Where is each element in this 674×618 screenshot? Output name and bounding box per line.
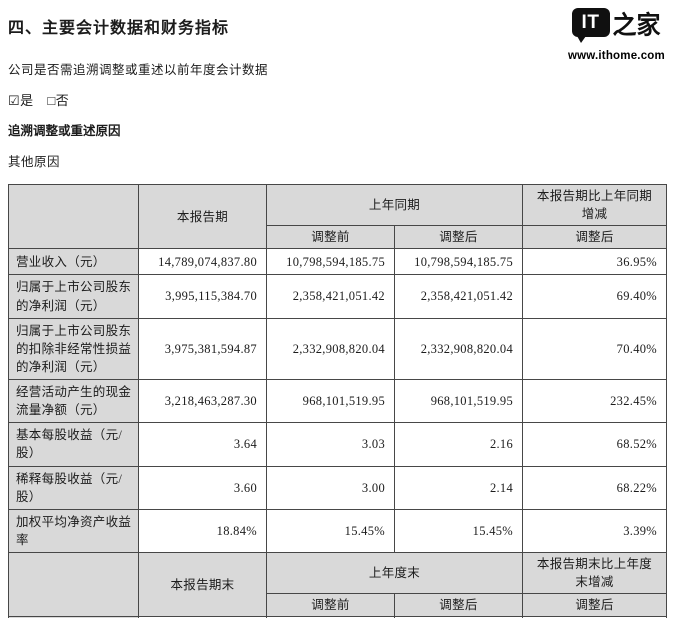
col-header-current-period-end: 本报告期末 bbox=[138, 551, 267, 618]
subheader-before-adjust: 调整前 bbox=[266, 593, 395, 618]
change-value: 69.40% bbox=[522, 274, 668, 319]
other-reason: 其他原因 bbox=[8, 155, 61, 169]
option-no[interactable]: □否 bbox=[47, 93, 69, 108]
checkbox-unchecked-icon[interactable]: □ bbox=[47, 93, 56, 108]
current-value: 3,995,115,384.70 bbox=[138, 274, 267, 319]
table-row: 归属于上市公司股东的净利润（元） 3,995,115,384.70 2,358,… bbox=[8, 274, 668, 319]
logo-zhijia-text: 之家 bbox=[612, 9, 661, 40]
subheader-change-after-adjust: 调整后 bbox=[522, 593, 668, 618]
change-value: 3.39% bbox=[522, 508, 668, 554]
row-label: 营业收入（元） bbox=[8, 248, 139, 276]
section-title: 四、主要会计数据和财务指标 bbox=[8, 20, 230, 37]
reason-heading: 追溯调整或重述原因 bbox=[8, 124, 121, 138]
table-row: 稀释每股收益（元/股） 3.60 3.00 2.14 68.22% bbox=[8, 465, 668, 510]
change-value: 232.45% bbox=[522, 378, 668, 424]
subheader-change-after-adjust: 调整后 bbox=[522, 225, 668, 250]
option-no-label: 否 bbox=[55, 93, 70, 108]
row-label: 加权平均净资产收益率 bbox=[8, 508, 139, 554]
corner-blank-cell bbox=[8, 551, 139, 618]
subheader-after-adjust: 调整后 bbox=[393, 225, 524, 250]
before-adjust-value: 968,101,519.95 bbox=[266, 378, 395, 424]
before-adjust-value: 3.00 bbox=[266, 465, 395, 510]
table-row: 总资产（元） 34,786,708,490.76 28,866,276,555.… bbox=[8, 616, 668, 618]
table-row: 营业收入（元） 14,789,074,837.80 10,798,594,185… bbox=[8, 248, 668, 276]
before-adjust-value: 15.45% bbox=[266, 508, 395, 554]
after-adjust-value: 2,332,908,820.04 bbox=[393, 317, 524, 381]
row-label: 归属于上市公司股东的扣除非经常性损益的净利润（元） bbox=[8, 317, 139, 381]
col-header-prior-period-group: 上年同期 bbox=[265, 183, 524, 227]
after-adjust-value: 10,798,594,185.75 bbox=[393, 248, 524, 276]
after-adjust-value: 15.45% bbox=[393, 508, 524, 554]
change-value: 68.22% bbox=[522, 465, 668, 510]
subheader-before-adjust: 调整前 bbox=[266, 225, 395, 250]
corner-blank-cell bbox=[8, 183, 139, 250]
subheader-after-adjust: 调整后 bbox=[393, 593, 524, 618]
ithome-logo-icon: IT bbox=[571, 8, 610, 43]
after-adjust-value: 2.14 bbox=[393, 465, 524, 510]
col-header-current-period: 本报告期 bbox=[138, 183, 267, 250]
financial-indicators-table: 本报告期 上年同期 本报告期比上年同期增减 调整前 调整后 调整后 营业收入（元… bbox=[8, 183, 668, 618]
checkbox-checked-icon[interactable]: ☑ bbox=[8, 93, 21, 108]
logo-it-text: IT bbox=[581, 11, 600, 33]
change-value: 36.95% bbox=[522, 248, 668, 276]
before-adjust-value: 3.03 bbox=[266, 422, 395, 467]
before-adjust-value: 10,798,594,185.75 bbox=[266, 248, 395, 276]
row-label: 基本每股收益（元/股） bbox=[8, 422, 139, 467]
ithome-logo: IT 之家 www.ithome.com bbox=[568, 8, 665, 62]
option-yes[interactable]: ☑是 bbox=[8, 93, 34, 108]
col-header-end-change-group: 本报告期末比上年度末增减 bbox=[522, 551, 668, 595]
table-row: 基本每股收益（元/股） 3.64 3.03 2.16 68.52% bbox=[8, 422, 668, 467]
after-adjust-value: 2,358,421,051.42 bbox=[393, 274, 524, 319]
col-header-prior-year-end-group: 上年度末 bbox=[265, 551, 524, 595]
table-row: 经营活动产生的现金流量净额（元） 3,218,463,287.30 968,10… bbox=[8, 378, 668, 424]
row-label: 归属于上市公司股东的净利润（元） bbox=[8, 274, 139, 319]
current-value: 3.64 bbox=[138, 422, 267, 467]
after-adjust-value: 2.16 bbox=[393, 422, 524, 467]
row-label: 稀释每股收益（元/股） bbox=[8, 465, 139, 510]
after-adjust-value: 968,101,519.95 bbox=[393, 378, 524, 424]
before-adjust-value: 2,358,421,051.42 bbox=[266, 274, 395, 319]
table-row: 加权平均净资产收益率 18.84% 15.45% 15.45% 3.39% bbox=[8, 508, 668, 554]
current-value: 14,789,074,837.80 bbox=[138, 248, 267, 276]
change-value: 70.40% bbox=[522, 317, 668, 381]
row-label: 经营活动产生的现金流量净额（元） bbox=[8, 378, 139, 424]
option-yes-label: 是 bbox=[20, 93, 34, 108]
before-adjust-value: 2,332,908,820.04 bbox=[266, 317, 395, 381]
restatement-question: 公司是否需追溯调整或重述以前年度会计数据 bbox=[8, 63, 269, 77]
change-value: 20.51% bbox=[522, 616, 668, 618]
after-adjust-value: 28,866,276,555.26 bbox=[393, 616, 524, 618]
restatement-options: ☑是 □否 bbox=[8, 90, 666, 109]
change-value: 68.52% bbox=[522, 422, 668, 467]
current-value: 3,975,381,594.87 bbox=[138, 317, 267, 381]
current-value: 3,218,463,287.30 bbox=[138, 378, 267, 424]
logo-url: www.ithome.com bbox=[568, 50, 665, 62]
current-value: 3.60 bbox=[138, 465, 267, 510]
table-row: 归属于上市公司股东的扣除非经常性损益的净利润（元） 3,975,381,594.… bbox=[8, 317, 668, 381]
current-value: 18.84% bbox=[138, 508, 267, 554]
col-header-change-group: 本报告期比上年同期增减 bbox=[522, 183, 668, 227]
